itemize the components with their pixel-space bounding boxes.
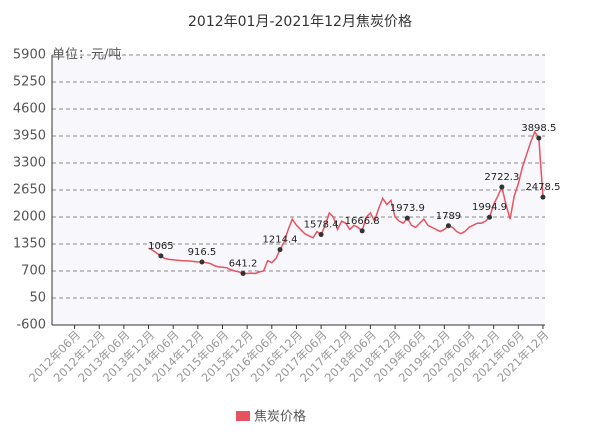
point bbox=[540, 194, 546, 200]
y-tick-label: 5900 bbox=[13, 48, 46, 63]
value-label: 1065 bbox=[148, 241, 173, 252]
point bbox=[199, 259, 205, 265]
value-label: 641.2 bbox=[229, 258, 258, 269]
value-label: 2722.3 bbox=[484, 172, 519, 183]
line bbox=[148, 130, 544, 275]
point bbox=[536, 135, 542, 141]
point bbox=[445, 223, 451, 229]
y-tick-label: 700 bbox=[21, 264, 46, 279]
value-label: 1973.9 bbox=[390, 203, 425, 214]
y-tick-label: 3950 bbox=[13, 129, 46, 144]
value-label: 916.5 bbox=[188, 247, 217, 258]
y-tick-label: 4600 bbox=[13, 102, 46, 117]
value-label: 1578.4 bbox=[304, 220, 339, 231]
chart-title: 2012年01月-2021年12月焦炭价格 bbox=[188, 14, 412, 30]
point bbox=[499, 184, 505, 190]
y-tick-label: 3300 bbox=[13, 156, 46, 171]
point bbox=[158, 253, 164, 259]
y-tick-label: 2650 bbox=[13, 183, 46, 198]
point bbox=[487, 214, 493, 220]
y-tick-label: 1350 bbox=[13, 237, 46, 252]
y-tick-label: 5250 bbox=[13, 75, 46, 90]
point bbox=[359, 228, 365, 234]
value-label: 2478.5 bbox=[525, 182, 560, 193]
legend-label: 焦炭价格 bbox=[254, 409, 306, 425]
y-tick-label: -600 bbox=[16, 318, 46, 333]
point bbox=[318, 232, 324, 238]
value-label: 1789 bbox=[436, 211, 461, 222]
value-label: 3898.5 bbox=[521, 123, 556, 134]
value-label: 1214.4 bbox=[263, 235, 298, 246]
point bbox=[277, 247, 283, 253]
value-label: 1666.8 bbox=[345, 216, 380, 227]
point bbox=[404, 215, 410, 221]
y-tick-label: 50 bbox=[29, 291, 46, 306]
y-axis-label: 单位：元/吨 bbox=[52, 48, 121, 63]
y-tick-label: 2000 bbox=[13, 210, 46, 225]
value-label: 1994.9 bbox=[472, 202, 507, 213]
point bbox=[240, 270, 246, 276]
legend-swatch bbox=[236, 411, 250, 421]
